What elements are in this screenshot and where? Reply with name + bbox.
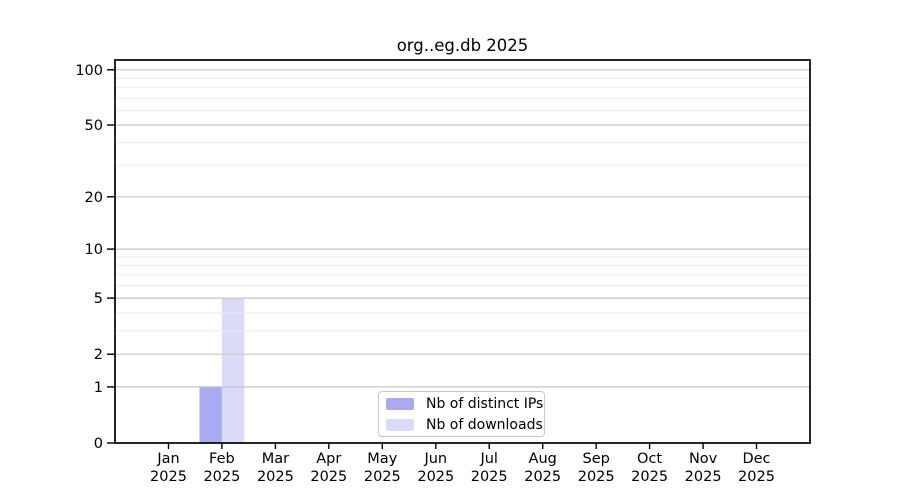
x-tick-label-month-mar: Mar	[262, 451, 289, 467]
x-tick-label-month-jul: Jul	[479, 451, 498, 467]
x-tick-label-month-aug: Aug	[529, 451, 557, 467]
x-tick-label-year-feb: 2025	[203, 469, 240, 485]
x-tick-label-year-nov: 2025	[685, 469, 722, 485]
x-tick-label-year-jun: 2025	[417, 469, 454, 485]
x-tick-label-month-sep: Sep	[583, 451, 610, 467]
x-tick-label-month-apr: Apr	[316, 451, 341, 467]
y-tick-label-5: 5	[94, 291, 103, 307]
y-tick-label-0: 0	[94, 436, 103, 452]
legend: Nb of distinct IPs Nb of downloads	[378, 391, 545, 437]
x-tick-label-year-oct: 2025	[631, 469, 668, 485]
x-tick-label-month-oct: Oct	[637, 451, 662, 467]
x-tick-label-year-apr: 2025	[310, 469, 347, 485]
y-tick-label-20: 20	[85, 190, 103, 206]
legend-label-downloads: Nb of downloads	[426, 416, 543, 433]
x-tick-label-year-jan: 2025	[150, 469, 187, 485]
x-tick-label-month-jun: Jun	[423, 451, 447, 467]
chart-title: org..eg.db 2025	[396, 36, 529, 55]
x-tick-label-month-dec: Dec	[742, 451, 770, 467]
y-tick-label-1: 1	[94, 380, 103, 396]
x-tick-label-year-mar: 2025	[257, 469, 294, 485]
x-tick-label-year-dec: 2025	[738, 469, 775, 485]
x-tick-label-month-feb: Feb	[209, 451, 235, 467]
bar-downloads-feb	[221, 298, 245, 443]
legend-item-downloads: Nb of downloads	[386, 416, 544, 434]
y-tick-label-2: 2	[94, 347, 103, 363]
bar-distinct-ips-feb	[199, 386, 222, 443]
y-tick-label-10: 10	[85, 242, 103, 258]
x-tick-label-month-jan: Jan	[156, 451, 179, 467]
legend-item-distinct-ips: Nb of distinct IPs	[386, 395, 544, 413]
legend-label-distinct-ips: Nb of distinct IPs	[426, 395, 544, 412]
x-tick-label-year-may: 2025	[364, 469, 401, 485]
y-tick-label-100: 100	[75, 63, 103, 79]
legend-swatch-distinct-ips-icon	[386, 397, 414, 410]
legend-swatch-downloads-icon	[386, 418, 414, 431]
x-tick-label-year-sep: 2025	[578, 469, 615, 485]
x-tick-label-year-jul: 2025	[471, 469, 508, 485]
x-tick-label-year-aug: 2025	[524, 469, 561, 485]
x-tick-label-month-nov: Nov	[689, 451, 718, 467]
x-tick-label-month-may: May	[367, 451, 397, 467]
y-tick-label-50: 50	[85, 118, 103, 134]
plot-border	[114, 59, 811, 444]
